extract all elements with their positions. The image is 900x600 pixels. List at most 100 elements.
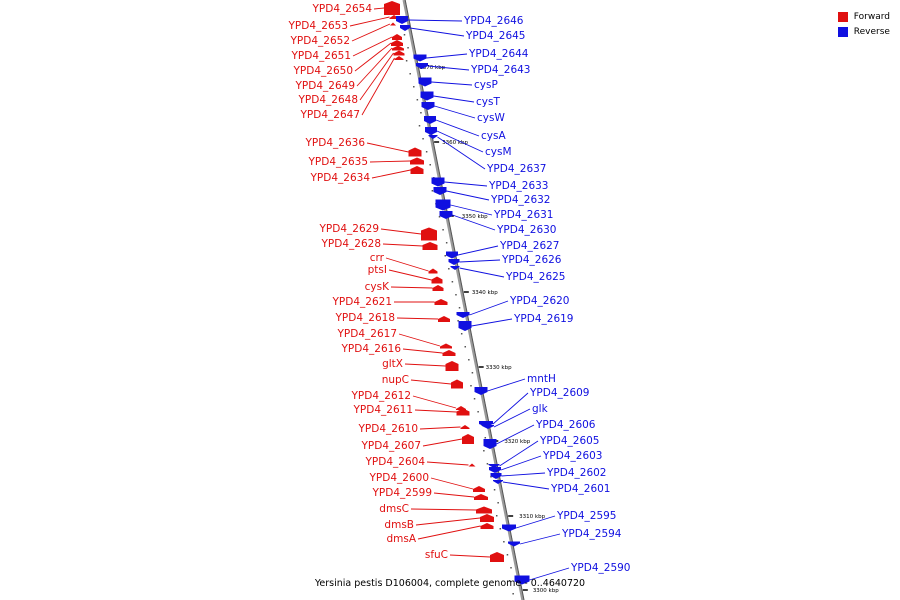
forward-gene-label: YPD4_2652 <box>290 35 350 47</box>
forward-gene-label: YPD4_2604 <box>365 456 426 468</box>
forward-leader-line <box>361 57 395 116</box>
forward-leader-line <box>371 169 411 179</box>
forward-gene-arrow <box>390 22 396 26</box>
forward-gene-label: YPD4_2634 <box>310 172 371 184</box>
forward-gene-arrow <box>432 285 444 291</box>
forward-gene-label: YPD4_2653 <box>288 20 348 32</box>
reverse-gene-label: YPD4_2602 <box>546 467 606 479</box>
reverse-gene-label: cysA <box>481 130 506 142</box>
axis-dot <box>451 281 454 283</box>
forward-gene-arrow <box>431 276 443 284</box>
legend-forward-label: Forward <box>853 11 890 22</box>
reverse-gene-arrow <box>421 102 435 110</box>
reverse-gene-label: YPD4_2637 <box>486 163 546 175</box>
tick-label: 3310 kbp <box>519 514 545 520</box>
forward-leader-line <box>351 23 391 42</box>
forward-gene-label: YPD4_2649 <box>295 80 355 92</box>
axis-dot <box>457 320 459 322</box>
forward-leader-line <box>430 477 474 490</box>
reverse-gene-arrow <box>482 425 494 429</box>
reverse-gene-arrow <box>431 177 445 187</box>
axis-line <box>402 0 525 600</box>
reverse-leader-line <box>471 318 513 327</box>
reverse-leader-line <box>499 440 539 467</box>
forward-gene-label: YPD4_2629 <box>319 223 379 235</box>
forward-gene-arrow <box>474 494 488 500</box>
axis-dot <box>493 489 496 491</box>
forward-gene-arrow <box>442 350 456 356</box>
forward-gene-arrow <box>392 34 402 40</box>
reverse-gene-arrow <box>483 439 497 449</box>
reverse-gene-arrow <box>474 387 488 395</box>
axis-dot <box>416 99 419 101</box>
forward-gene-arrow <box>410 157 424 165</box>
axis-dot <box>431 190 434 192</box>
reverse-gene-label: cysW <box>477 112 505 124</box>
axis-dot <box>497 502 499 504</box>
reverse-leader-line <box>446 190 490 201</box>
forward-gene-label: YPD4_2617 <box>337 328 397 340</box>
legend-forward: Forward <box>837 9 890 24</box>
forward-gene-label: cysK <box>365 281 390 293</box>
forward-leader-line <box>369 160 411 163</box>
forward-leader-line <box>396 317 439 320</box>
axis-dot <box>445 242 448 244</box>
axis-dot <box>405 60 408 62</box>
axis-dot <box>508 580 511 582</box>
reverse-gene-arrow <box>400 25 410 31</box>
forward-gene-label: ptsI <box>368 264 387 276</box>
axis-dot <box>510 567 512 569</box>
axis-dot <box>438 216 441 218</box>
reverse-gene-label: glk <box>532 403 549 415</box>
forward-leader-line <box>402 348 443 354</box>
reverse-gene-label: cysT <box>476 96 500 108</box>
forward-leader-line <box>410 379 452 385</box>
forward-gene-label: YPD4_2611 <box>353 404 413 416</box>
reverse-leader-line <box>487 378 526 392</box>
forward-gene-arrow <box>421 227 437 241</box>
forward-leader-line <box>417 525 481 540</box>
reverse-leader-line <box>427 65 470 71</box>
axis-dot <box>422 138 424 140</box>
tick-label: 3340 kbp <box>472 290 498 296</box>
reverse-leader-line <box>529 567 570 581</box>
reverse-gene-arrow <box>488 464 500 468</box>
axis-dot <box>425 151 428 153</box>
tick-label: 3300 kbp <box>533 588 559 594</box>
axis-dot <box>420 112 422 114</box>
axis-dot <box>444 255 446 257</box>
axis-dot <box>512 593 514 595</box>
reverse-gene-label: cysM <box>485 146 512 158</box>
forward-gene-arrow <box>440 343 452 349</box>
forward-gene-label: YPD4_2616 <box>341 343 402 355</box>
axis-dot <box>413 86 415 88</box>
legend-reverse-label: Reverse <box>853 26 890 37</box>
axis-dot <box>455 294 457 296</box>
reverse-gene-arrow <box>435 199 451 211</box>
tick-label: 3360 kbp <box>442 140 468 146</box>
reverse-leader-line <box>459 267 505 278</box>
reverse-gene-label: YPD4_2644 <box>468 48 529 60</box>
legend-reverse: Reverse <box>837 24 890 39</box>
reverse-leader-line <box>501 472 546 477</box>
reverse-leader-line <box>431 81 473 86</box>
reverse-leader-line <box>436 130 484 153</box>
axis-dot <box>484 437 487 439</box>
axis-dot <box>495 515 498 517</box>
reverse-leader-line <box>409 27 465 37</box>
forward-gene-arrow <box>473 486 485 492</box>
reverse-gene-label: YPD4_2633 <box>488 180 548 192</box>
reverse-gene-label: YPD4_2594 <box>561 528 622 540</box>
reverse-leader-line <box>426 53 468 59</box>
reverse-leader-line <box>457 245 499 256</box>
forward-gene-arrow <box>384 1 400 15</box>
axis-dot <box>448 268 450 270</box>
forward-gene-arrow <box>468 463 476 467</box>
reverse-gene-label: YPD4_2632 <box>490 194 550 206</box>
axis-dot <box>506 554 509 556</box>
reverse-gene-label: YPD4_2595 <box>556 510 616 522</box>
forward-leader-line <box>356 47 393 87</box>
forward-leader-line <box>433 492 475 498</box>
reverse-gene-label: YPD4_2646 <box>463 15 524 27</box>
forward-leader-line <box>382 243 423 247</box>
